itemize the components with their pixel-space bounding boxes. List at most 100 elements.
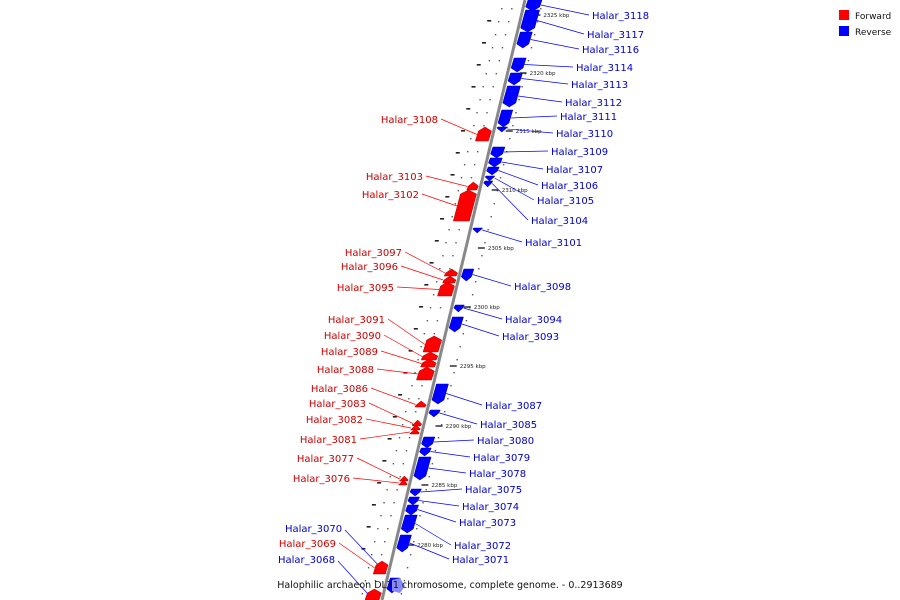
tick-label: 2300 kbp (474, 305, 500, 311)
track-dot (490, 216, 492, 218)
track-dot (507, 21, 510, 23)
track-dot (408, 437, 411, 439)
track-dot (462, 333, 465, 335)
reverse-leader-line (540, 4, 590, 16)
track-dot (423, 333, 426, 335)
forward-leader-line (352, 477, 399, 484)
track-dot (512, 125, 514, 127)
track-dot (477, 151, 479, 153)
reverse-gene-label: Halar_3094 (505, 315, 562, 326)
track-dash (392, 416, 397, 418)
track-dash (466, 108, 471, 110)
reverse-gene-label: Halar_3117 (587, 30, 644, 41)
reverse-gene-label: Halar_3111 (560, 112, 617, 123)
forward-gene (414, 400, 427, 408)
track-dot (501, 8, 503, 10)
reverse-gene (525, 0, 543, 12)
track-dot (502, 164, 505, 166)
forward-leader-line (421, 193, 458, 207)
track-dot (468, 307, 471, 309)
track-dot (364, 580, 367, 582)
tick-label: 2305 kbp (488, 246, 514, 252)
track-dot (454, 203, 457, 205)
forward-leader-line (368, 402, 414, 424)
track-dot (417, 359, 419, 361)
reverse-leader-line (537, 20, 585, 35)
reverse-leader-line (494, 177, 535, 201)
track-dot (377, 528, 379, 530)
track-dot (530, 47, 533, 49)
reverse-leader-line (433, 439, 475, 443)
track-dash (366, 526, 371, 528)
track-dash (413, 328, 418, 330)
track-dot (460, 177, 463, 179)
reverse-leader-line (524, 64, 574, 68)
reverse-gene (419, 447, 432, 457)
track-dot (392, 463, 395, 465)
reverse-gene (400, 514, 418, 534)
reverse-gene (510, 57, 527, 73)
reverse-leader-line (510, 115, 558, 119)
reverse-gene (428, 409, 441, 418)
track-dash (371, 504, 376, 506)
tick-label: 2290 kbp (445, 424, 471, 430)
track-dot (515, 112, 517, 114)
track-dot (445, 242, 447, 244)
track-dot (471, 294, 474, 296)
track-dot (386, 489, 388, 491)
reverse-gene (431, 383, 449, 405)
reverse-leader-line (446, 393, 483, 406)
reverse-gene (396, 534, 412, 553)
reverse-gene (507, 72, 523, 86)
track-dot (389, 476, 391, 478)
chromosome-backbone (380, 0, 527, 600)
reverse-leader-line (461, 323, 500, 337)
track-dot (484, 242, 486, 244)
reverse-gene-label: Halar_3118 (592, 11, 649, 22)
track-dash (408, 350, 413, 352)
forward-gene (466, 181, 479, 191)
dot-tracks (361, 8, 542, 595)
forward-gene (412, 419, 422, 427)
reverse-leader-line (503, 150, 549, 153)
reverse-gene-label: Halar_3104 (531, 216, 588, 227)
track-dash (382, 460, 387, 462)
track-dot (400, 593, 403, 595)
forward-gene (408, 428, 420, 435)
track-dot (475, 281, 477, 283)
forward-leader-line (404, 251, 446, 274)
reverse-leader-line (521, 78, 569, 85)
reverse-leader-line (417, 509, 457, 523)
track-dot (442, 255, 444, 257)
reverse-gene-label: Halar_3113 (571, 80, 628, 91)
track-dot (416, 528, 418, 530)
track-dot (408, 398, 410, 400)
track-dash (476, 64, 481, 66)
track-dot (422, 502, 424, 504)
reverse-gene-label: Halar_3110 (556, 129, 613, 140)
track-dot (429, 307, 432, 309)
reverse-gene (409, 488, 422, 497)
forward-gene (437, 281, 455, 297)
track-dot (492, 86, 494, 88)
track-dot (459, 346, 461, 348)
reverse-gene-label: Halar_3116 (582, 45, 639, 56)
reverse-gene-label: Halar_3079 (473, 453, 530, 464)
forward-gene (409, 424, 421, 431)
forward-leader-line (383, 334, 423, 357)
track-dot (383, 502, 385, 504)
reverse-gene (502, 85, 521, 108)
track-dot (421, 385, 423, 387)
reverse-gene-label: Halar_3114 (576, 63, 633, 74)
track-dash (398, 394, 403, 396)
forward-leader-line (396, 286, 440, 290)
reverse-gene (483, 180, 494, 188)
reverse-gene (472, 227, 484, 234)
track-dot (536, 21, 539, 23)
track-dot (393, 502, 395, 504)
track-dot (420, 346, 422, 348)
track-dot (428, 476, 430, 478)
reverse-gene-label: Halar_3109 (551, 147, 608, 158)
reverse-gene (497, 109, 514, 128)
